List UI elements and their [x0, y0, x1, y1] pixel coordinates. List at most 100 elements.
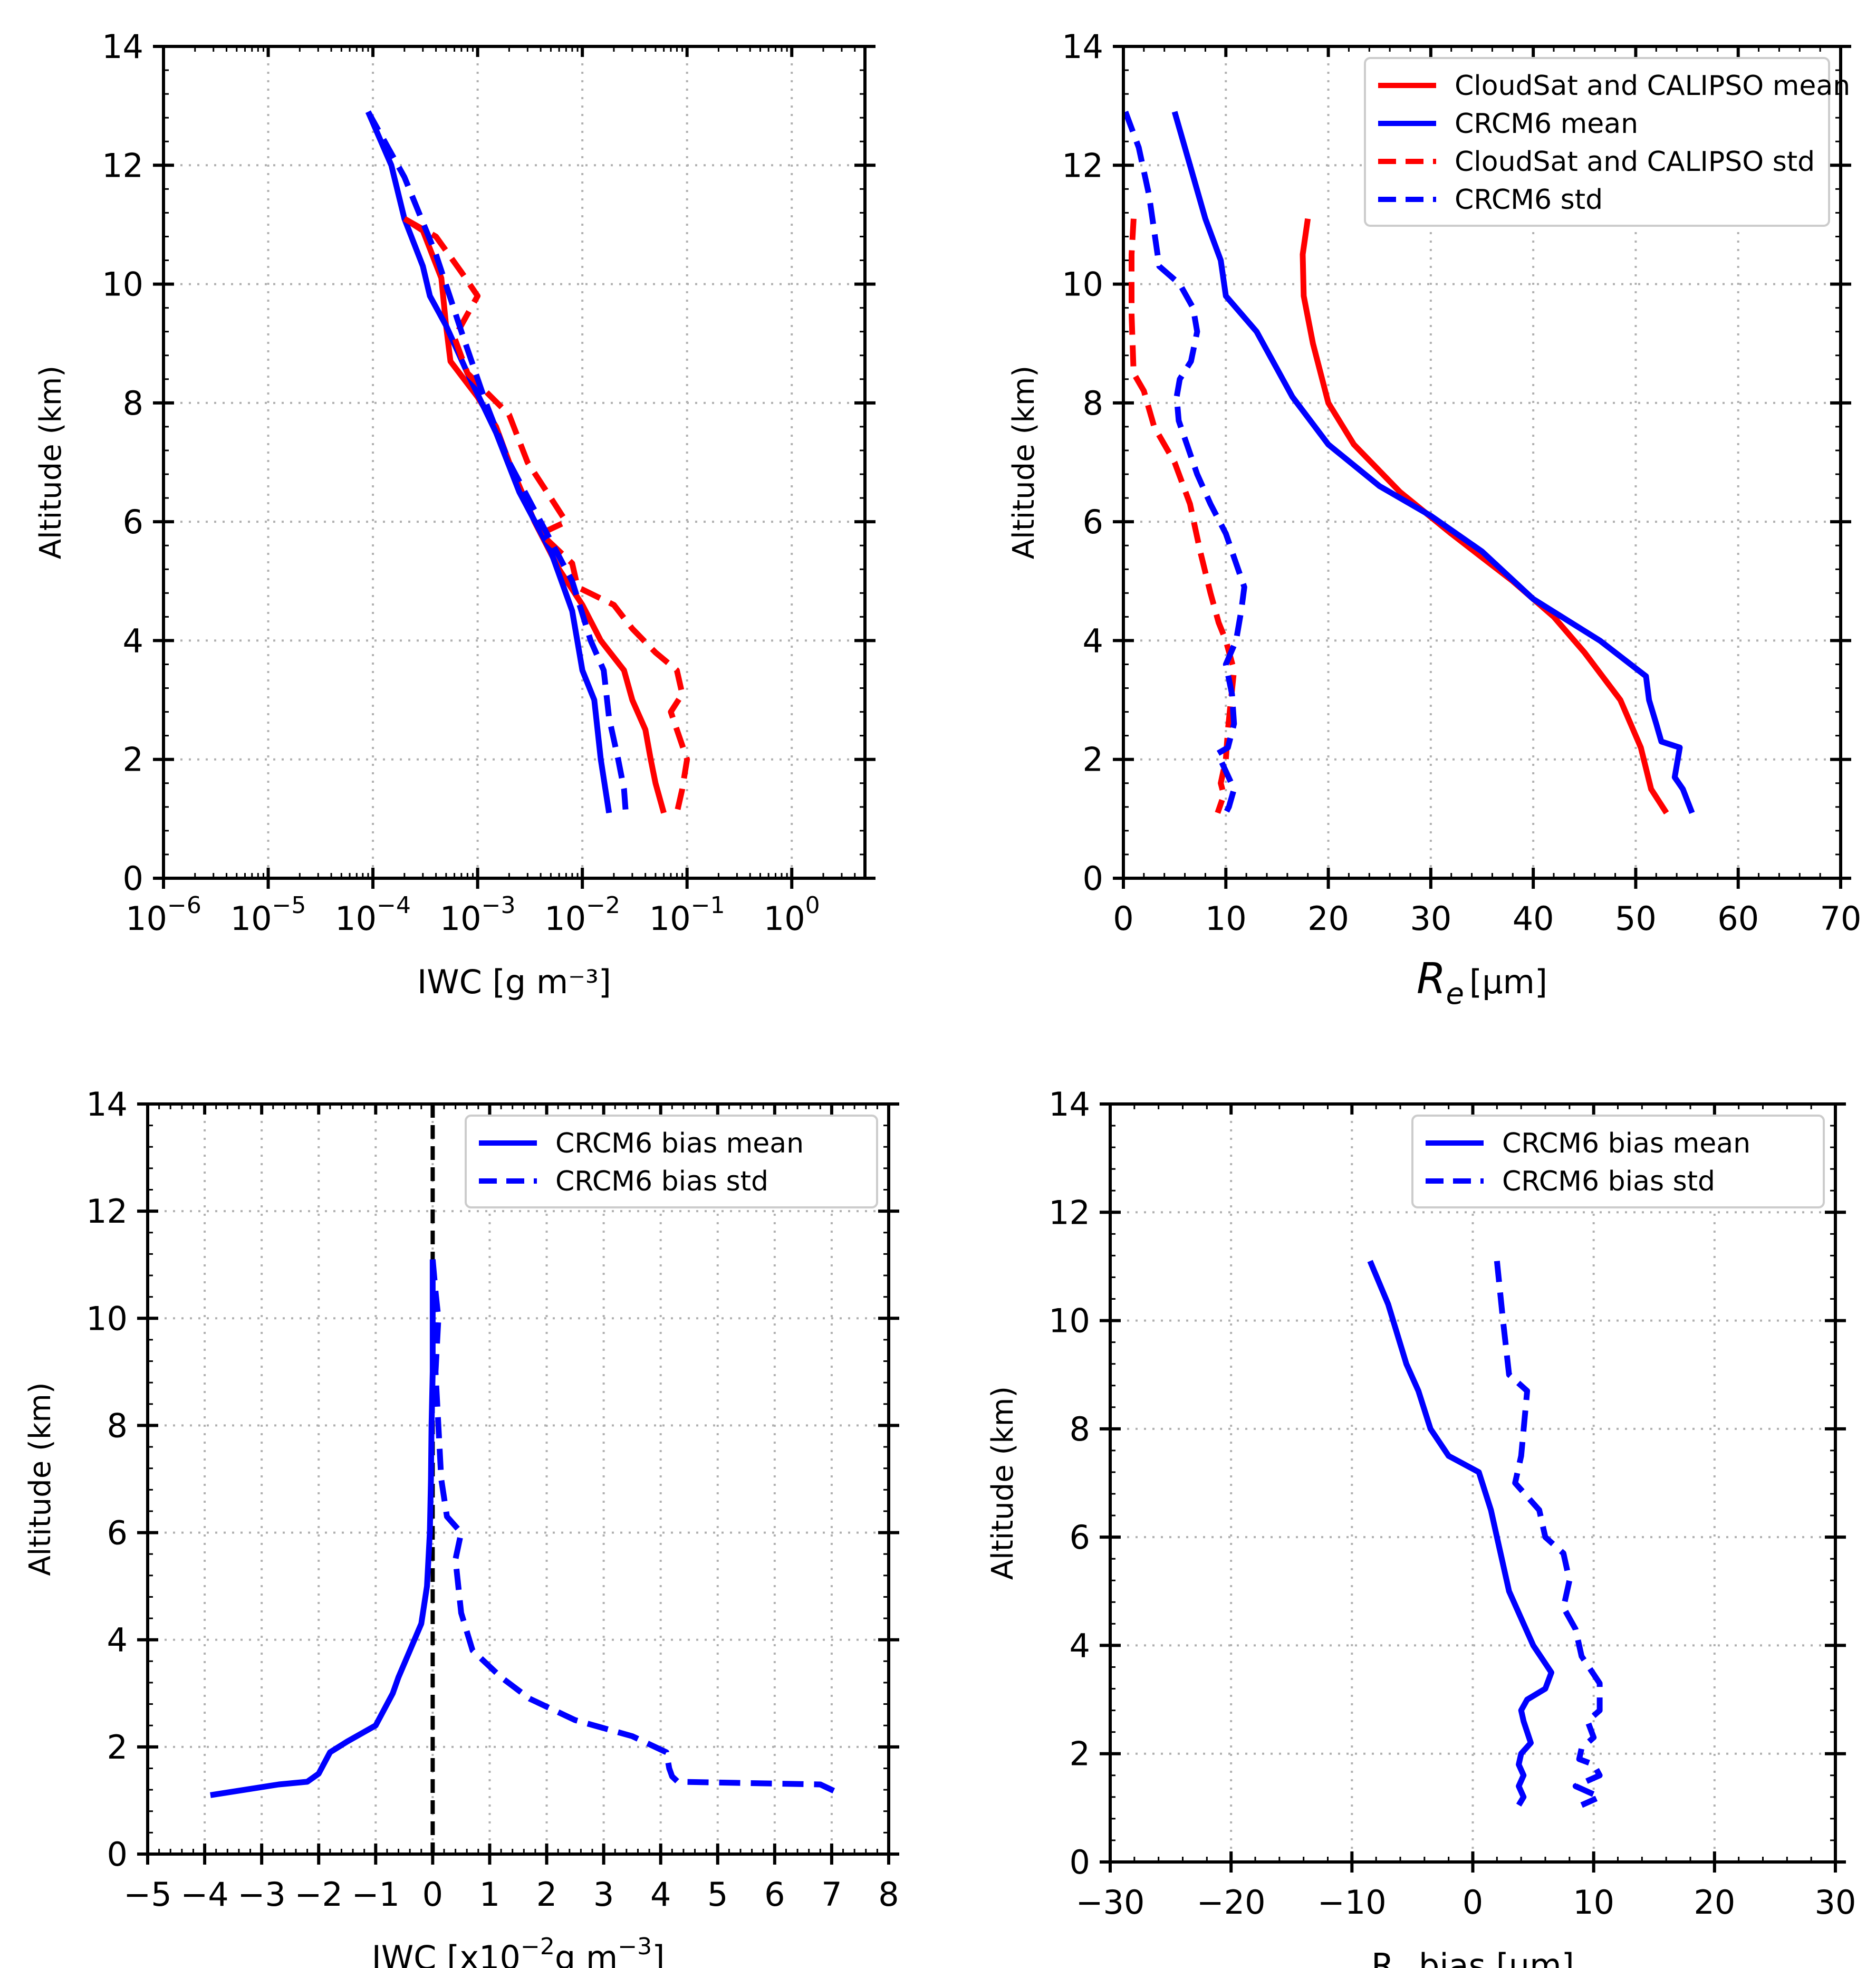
x-tick-label: 10−2: [544, 892, 620, 938]
label-part: 0: [805, 892, 820, 919]
x-tick-label: −1: [352, 1875, 400, 1914]
x-tick-label: 10: [1205, 899, 1247, 938]
y-tick-label: 0: [107, 1835, 128, 1874]
x-tick-label: −3: [237, 1875, 285, 1914]
y-tick-label: 4: [1070, 1626, 1090, 1665]
x-tick-label: 70: [1820, 899, 1862, 938]
y-tick-label: 8: [123, 384, 143, 423]
label-part: −2: [521, 1933, 555, 1960]
legend-label-2: CRCM6 bias std: [1502, 1166, 1715, 1197]
x-axis-label: IWC [x10−2g m−3]: [372, 1933, 665, 1968]
x-axis-label: Re [μm]: [1417, 954, 1547, 1011]
y-tick-label: 10: [1062, 265, 1103, 304]
y-tick-label: 0: [123, 859, 143, 898]
label-part: g m: [555, 1938, 618, 1968]
label-part: e: [1394, 1964, 1408, 1968]
y-tick-label: 6: [1070, 1518, 1090, 1557]
series-line-4: [365, 110, 629, 813]
legend: CloudSat and CALIPSO mean CRCM6 mean Cloud…: [1364, 57, 1850, 227]
series-line-3: [1129, 218, 1237, 814]
chart-panel-2: 0 10 20 30 40 50 60 70 0 2 4 6 8 10 12 14 Re [μm] Altitude…: [1007, 27, 1861, 1011]
y-tick-label: 6: [123, 503, 143, 541]
y-tick-label: 10: [86, 1299, 128, 1338]
series-line-1: [1367, 1260, 1554, 1807]
x-tick-label: 10−4: [335, 892, 411, 938]
y-tick-label: 12: [102, 146, 143, 185]
label-part: R: [1417, 954, 1446, 1003]
chart-panel-1: 10−6 10−5 10−4 10−3 10−2 10−1 10002468101214IW…: [34, 27, 876, 1001]
y-tick-label: 14: [1062, 27, 1103, 66]
series-line-3: [403, 216, 690, 814]
x-tick-label: 30: [1815, 1883, 1856, 1922]
legend-label-2: CRCM6 mean: [1455, 108, 1638, 140]
label-part: e: [1446, 977, 1464, 1011]
y-tick-label: 12: [1062, 146, 1103, 185]
grid-lines: [163, 46, 865, 878]
plot-frame: [1122, 45, 1842, 880]
legend-box: [465, 1115, 878, 1208]
x-tick-label: 3: [593, 1875, 614, 1914]
x-tick-label: 10−6: [126, 892, 201, 938]
series-line-4: [1122, 110, 1247, 814]
x-tick-label: 0: [1113, 899, 1133, 938]
x-tick-label: 20: [1694, 1883, 1735, 1922]
label-part: 10: [440, 899, 482, 938]
x-tick-label: 7: [821, 1875, 842, 1914]
label-part: bias [μm]: [1408, 1946, 1574, 1968]
legend-box: [1411, 1115, 1825, 1208]
y-tick-label: 0: [1083, 859, 1103, 898]
series-line-2: [1494, 1261, 1603, 1808]
series-line-2: [1171, 111, 1695, 814]
legend-label-2: CRCM6 bias std: [555, 1166, 768, 1197]
y-tick-label: 14: [86, 1085, 128, 1124]
x-tick-label: 2: [536, 1875, 557, 1914]
y-tick-label: 2: [1070, 1735, 1090, 1773]
series-line-1: [210, 1259, 436, 1798]
x-tick-label: 10−1: [649, 892, 725, 938]
legend-label-1: CloudSat and CALIPSO mean: [1455, 70, 1850, 102]
label-part: [μm]: [1469, 963, 1547, 1001]
major-ticks: 0 10 20 30 40 50 60 70 0 2 4 6 8 10 12 14: [1062, 27, 1861, 938]
x-axis-label: IWC [g m⁻³]: [417, 963, 611, 1001]
y-axis-label: Altitude (km): [1007, 366, 1041, 559]
y-tick-label: 4: [107, 1621, 128, 1659]
y-tick-label: 6: [107, 1514, 128, 1552]
label-part: −5: [272, 892, 306, 919]
x-tick-label: 100: [764, 892, 820, 938]
label-part: 10: [649, 899, 691, 938]
y-axis-label: Altitude (km): [34, 366, 68, 559]
x-tick-label: −5: [123, 1875, 171, 1914]
y-tick-label: 14: [102, 27, 143, 66]
x-tick-label: 10−5: [230, 892, 306, 938]
y-tick-label: 4: [1083, 621, 1103, 660]
legend: CRCM6 bias mean CRCM6 bias std: [465, 1115, 878, 1208]
y-axis-label: Altitude (km): [23, 1382, 57, 1576]
x-tick-label: −10: [1317, 1883, 1387, 1922]
legend-label-4: CRCM6 std: [1455, 184, 1603, 216]
y-tick-label: 10: [1048, 1302, 1090, 1340]
legend-box: [1364, 57, 1830, 227]
legend-label-1: CRCM6 bias mean: [555, 1128, 804, 1159]
x-tick-label: 20: [1307, 899, 1349, 938]
chart-panel-4: −30 −20 −10 0 10 20 30 0 2 4 6 8 10 12 14 Re bias [μm] A…: [986, 1085, 1856, 1968]
y-tick-label: 8: [107, 1406, 128, 1445]
y-axis-label: Altitude (km): [986, 1386, 1020, 1580]
label-part: 10: [335, 899, 377, 938]
x-tick-label: −4: [180, 1875, 228, 1914]
series-line-2: [429, 1259, 844, 1798]
label-part: 10: [230, 899, 272, 938]
legend-label-1: CRCM6 bias mean: [1502, 1128, 1750, 1159]
label-part: R: [1371, 1946, 1394, 1968]
y-tick-label: 2: [1083, 741, 1103, 779]
label-part: −6: [167, 892, 201, 919]
x-tick-label: 6: [764, 1875, 785, 1914]
series-line-1: [1300, 218, 1669, 815]
y-tick-label: 14: [1048, 1085, 1090, 1124]
x-tick-label: 0: [422, 1875, 443, 1914]
plot-frame: [162, 45, 867, 880]
y-tick-label: 2: [123, 741, 143, 779]
label-part: IWC [x10: [372, 1938, 521, 1968]
